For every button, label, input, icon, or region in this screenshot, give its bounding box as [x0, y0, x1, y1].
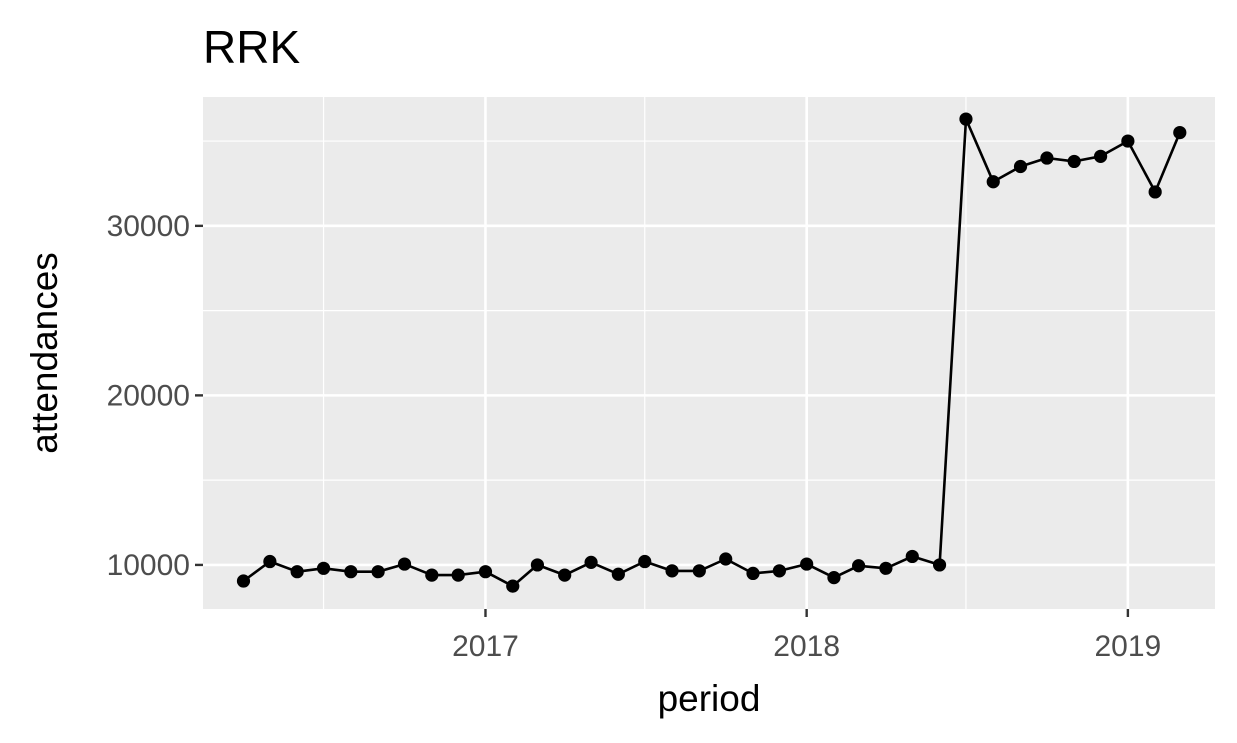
data-point — [371, 565, 385, 579]
data-point — [879, 561, 893, 575]
grid-minor — [203, 97, 1215, 609]
data-point — [772, 564, 787, 578]
y-tick-label: 20000 — [107, 379, 190, 412]
data-point — [530, 558, 545, 572]
data-point — [236, 574, 251, 588]
x-tick-label: 2019 — [1095, 630, 1162, 663]
x-axis-title: period — [658, 678, 761, 719]
data-point — [959, 112, 973, 126]
data-point — [692, 564, 706, 578]
data-point — [665, 564, 679, 578]
data-point — [290, 565, 304, 579]
data-point — [506, 579, 520, 593]
data-point — [397, 557, 412, 571]
chart-title: RRK — [203, 21, 300, 73]
plot-panel — [203, 97, 1215, 609]
x-tick-label: 2017 — [452, 630, 519, 663]
y-tick-label: 30000 — [107, 210, 190, 243]
data-point — [316, 561, 331, 575]
data-point — [425, 568, 439, 582]
data-point — [1094, 149, 1108, 163]
data-point — [746, 566, 760, 580]
data-point — [1040, 151, 1054, 165]
data-point — [1173, 126, 1187, 140]
data-point — [719, 552, 733, 566]
data-point — [611, 567, 625, 581]
y-axis: 10000 20000 30000 — [107, 210, 203, 582]
data-point — [451, 568, 465, 582]
x-tick-label: 2018 — [773, 630, 840, 663]
y-tick-label: 10000 — [107, 549, 190, 582]
data-point — [344, 565, 358, 579]
data-point — [852, 559, 866, 573]
series-layer — [236, 112, 1187, 593]
data-point — [478, 565, 493, 579]
data-point — [584, 555, 598, 569]
data-point — [827, 571, 841, 585]
data-point — [1148, 185, 1162, 199]
data-point — [558, 568, 572, 582]
data-point — [905, 549, 919, 564]
y-axis-title: attendances — [24, 252, 65, 454]
data-point — [986, 175, 1000, 189]
data-point — [1121, 134, 1135, 148]
data-point — [263, 554, 277, 569]
data-point — [1067, 154, 1081, 169]
data-point — [638, 554, 652, 569]
data-point — [800, 557, 814, 571]
data-point — [932, 558, 947, 572]
grid-major — [203, 97, 1215, 609]
x-axis: 2017 2018 2019 — [452, 609, 1161, 663]
data-point — [1013, 159, 1028, 174]
